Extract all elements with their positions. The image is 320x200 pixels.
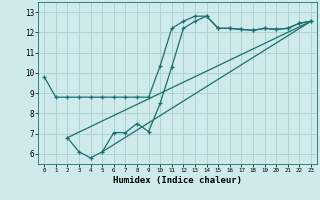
X-axis label: Humidex (Indice chaleur): Humidex (Indice chaleur) — [113, 176, 242, 185]
